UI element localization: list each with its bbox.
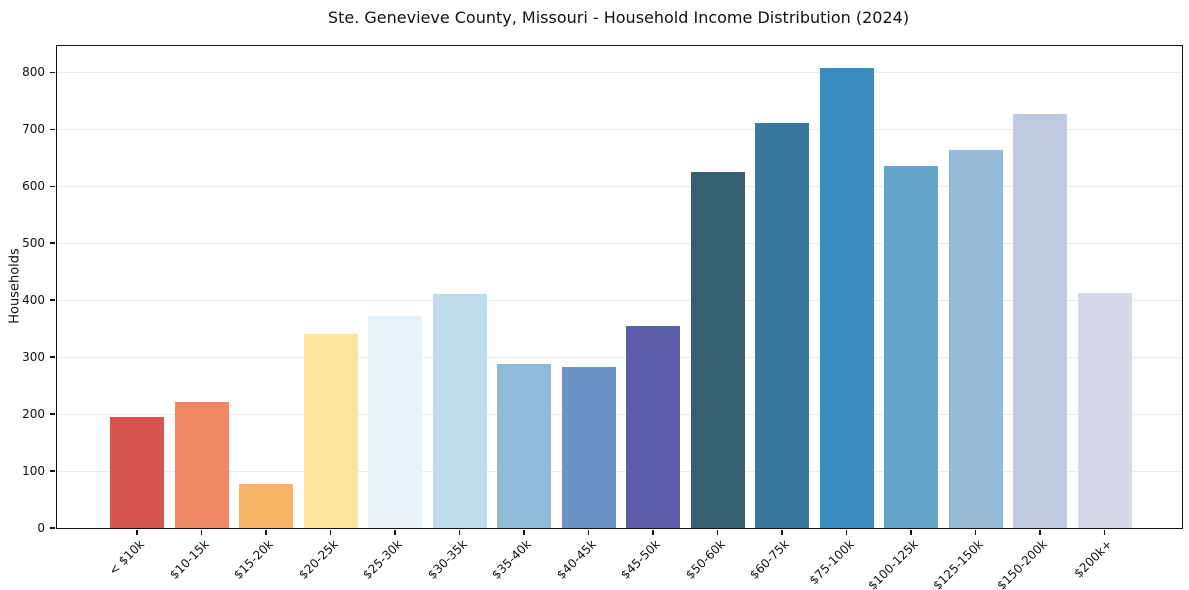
bar [1077,292,1132,528]
x-tick-mark [1103,530,1106,535]
y-tick-mark [50,413,55,415]
bar [819,68,874,528]
x-tick-mark [1039,530,1041,535]
y-tick-label: 0 [37,521,45,535]
gridline [57,413,1182,415]
gridline [57,299,1182,301]
y-tick-label: 200 [22,407,45,422]
gridline [57,185,1182,187]
x-tick-mark [265,530,267,535]
x-tick-mark [974,530,977,535]
y-tick-mark [50,128,55,130]
x-tick-mark [394,530,396,535]
y-axis-label: Households [7,248,23,324]
x-tick-mark [652,530,654,535]
y-tick-mark [50,527,55,529]
y-tick-label: 100 [22,464,45,479]
x-tick-mark [458,530,461,535]
y-tick-mark [50,242,55,244]
y-tick-mark [50,185,55,187]
bar [884,166,938,528]
x-tick-mark [523,530,525,535]
bar [1013,114,1067,528]
bar [561,366,616,528]
gridline [57,242,1182,244]
bar [110,417,164,528]
gridline [57,128,1182,130]
bar [174,402,229,528]
x-tick-mark [910,530,912,535]
gridline [57,470,1182,472]
x-tick-label: < $10k [106,537,147,578]
y-tick-label: 500 [22,236,45,251]
gridline [57,356,1182,358]
gridline [57,71,1182,73]
y-tick-mark [50,71,55,73]
bar [303,333,358,528]
x-tick-mark [587,530,590,535]
chart-title: Ste. Genevieve County, Missouri - Househ… [327,8,910,27]
y-tick-label: 400 [22,293,45,308]
bar [497,363,551,528]
x-tick-mark [716,530,719,535]
bar [626,326,680,528]
bar [690,171,745,528]
x-tick-mark [136,530,138,535]
y-tick-mark [50,299,55,301]
plot-area: 0 100 200 300 400 500 600 700 800 < $10k $10-15k $1… [22,45,1183,590]
x-tick-mark [329,530,332,535]
bar [432,293,487,528]
y-tick-label: 600 [22,179,45,194]
bar [948,150,1003,528]
bar [239,483,293,528]
y-tick-mark [50,356,55,358]
bar [755,122,809,528]
x-tick-mark [200,530,203,535]
x-tick-mark [781,530,783,535]
x-tick-mark [845,530,848,535]
bar [368,315,422,528]
y-tick-label: 700 [22,122,45,137]
y-tick-mark [50,470,55,472]
y-tick-label: 800 [22,65,45,80]
y-tick-label: 300 [22,350,45,365]
